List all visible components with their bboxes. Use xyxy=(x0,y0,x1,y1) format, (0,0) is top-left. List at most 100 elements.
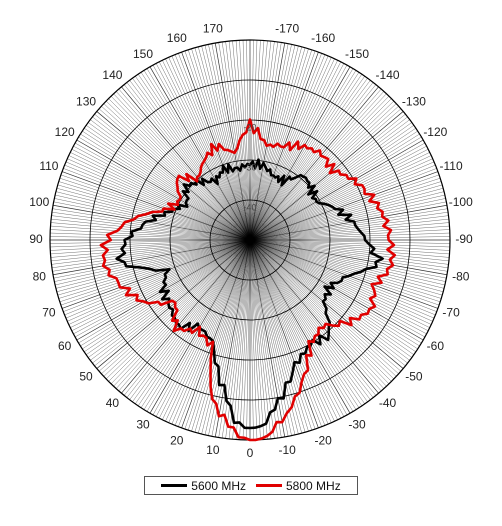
radial-gridline xyxy=(249,239,360,408)
radial-gridline xyxy=(249,168,437,241)
radial-gridline xyxy=(165,239,251,422)
radial-gridline xyxy=(54,198,251,241)
radial-gridline xyxy=(71,239,251,331)
radial-gridline xyxy=(249,239,448,272)
radial-gridline xyxy=(249,239,450,244)
radial-gridline xyxy=(249,84,376,241)
radial-gridline xyxy=(76,139,251,241)
radial-gridline xyxy=(165,58,251,241)
radial-gridline xyxy=(92,116,251,241)
radial-gridline xyxy=(249,128,416,241)
radial-gridline xyxy=(178,239,251,427)
radial-gridline xyxy=(249,239,387,387)
radial-gridline xyxy=(159,61,251,241)
radial-gridline xyxy=(249,239,296,435)
radial-gridline xyxy=(249,239,429,331)
radial-gridline xyxy=(54,239,251,282)
legend: 5600 MHz 5800 MHz xyxy=(144,476,358,495)
radial-gridline xyxy=(194,239,251,433)
radial-gridline xyxy=(249,164,436,241)
radial-gridline xyxy=(65,239,251,319)
radial-gridline xyxy=(249,66,351,241)
radial-gridline xyxy=(249,239,426,338)
radial-gridline xyxy=(90,119,251,241)
angle-tick-label: 140 xyxy=(102,68,122,82)
radial-gridline xyxy=(98,108,251,241)
radial-gridline xyxy=(249,239,365,404)
radial-gridline xyxy=(249,239,397,377)
radial-gridline xyxy=(101,106,251,241)
radial-gridline xyxy=(249,63,345,241)
ring-value-label: -20 xyxy=(243,122,256,132)
radial-gridline xyxy=(249,70,357,241)
radial-gridline xyxy=(249,44,292,241)
radial-gridline xyxy=(249,145,427,241)
radial-gridline xyxy=(232,239,251,440)
radial-gridline xyxy=(249,239,292,436)
radial-gridline xyxy=(249,149,429,241)
radial-gridline xyxy=(249,239,440,306)
radial-gridline xyxy=(249,78,368,241)
radial-gridline xyxy=(221,239,251,439)
radial-gridline xyxy=(249,232,450,241)
radial-gridline xyxy=(249,108,402,241)
radial-gridline xyxy=(249,239,394,380)
angle-tick-label: -60 xyxy=(427,339,445,353)
series-lines xyxy=(99,118,397,442)
radial-gridline xyxy=(249,239,450,251)
radial-gridline xyxy=(249,155,432,241)
radial-gridline xyxy=(249,239,447,279)
radial-gridline xyxy=(249,239,348,416)
radial-gridline xyxy=(249,239,329,425)
radial-gridline xyxy=(64,239,251,316)
radial-gridline xyxy=(110,239,251,384)
radial-gridline xyxy=(106,100,251,241)
legend-swatch-5800 xyxy=(256,484,282,487)
radial-gridline xyxy=(194,47,251,241)
angle-tick-label: 100 xyxy=(29,195,49,209)
radial-gridline xyxy=(103,103,251,241)
radial-gridline xyxy=(50,236,251,241)
radial-gridline xyxy=(249,236,450,241)
radial-gridline xyxy=(204,45,251,241)
radial-gridline xyxy=(110,96,251,241)
radial-gridline xyxy=(249,239,299,435)
radial-gridline xyxy=(211,239,251,437)
legend-swatch-5600 xyxy=(161,484,188,487)
radial-gridline xyxy=(249,152,430,241)
radial-gridline xyxy=(51,215,251,241)
radial-gridline xyxy=(149,66,251,241)
angle-tick-label: -160 xyxy=(311,31,335,45)
radial-gridline xyxy=(61,171,251,241)
radial-gridline xyxy=(249,239,449,265)
radial-gridline xyxy=(249,239,427,335)
angle-tick-label: 30 xyxy=(136,418,150,432)
radial-gridline xyxy=(249,239,338,420)
radial-gridline xyxy=(56,239,251,292)
radial-gridline xyxy=(249,82,374,241)
radial-gridline xyxy=(249,239,446,282)
radial-gridline xyxy=(52,204,251,241)
radial-gridline xyxy=(249,239,449,262)
radial-gridline xyxy=(249,239,412,358)
radial-gridline xyxy=(50,239,251,258)
radial-gridline xyxy=(249,139,424,241)
radial-gridline xyxy=(63,239,251,312)
radial-gridline xyxy=(249,91,384,241)
radial-gridline xyxy=(143,70,251,241)
radial-gridline xyxy=(249,61,341,241)
radial-gridline xyxy=(80,133,251,241)
ring-gridlines xyxy=(49,39,451,441)
radial-gridline xyxy=(249,103,397,241)
radial-gridline xyxy=(135,76,251,241)
radial-gridline xyxy=(57,239,251,296)
radial-gridline xyxy=(249,239,406,366)
radial-gridline xyxy=(249,136,422,241)
radial-gridline xyxy=(218,239,251,438)
radial-gridline xyxy=(60,174,251,241)
radial-gridline xyxy=(249,239,312,431)
radial-gridline xyxy=(51,239,251,269)
radial-gridline xyxy=(138,74,251,241)
radial-gridline xyxy=(249,239,332,423)
radial-gridline xyxy=(146,68,251,241)
